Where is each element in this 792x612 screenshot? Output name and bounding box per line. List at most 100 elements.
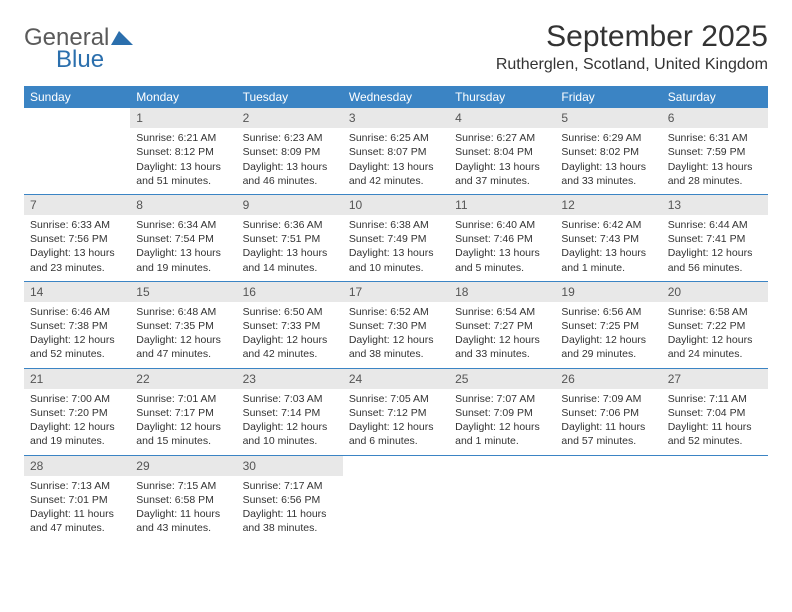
month-title: September 2025 <box>496 20 768 54</box>
daylight-text: and 1 minute. <box>561 261 655 275</box>
sunset-text: Sunset: 7:41 PM <box>668 232 762 246</box>
daylight-text: and 37 minutes. <box>455 174 549 188</box>
calendar-week-row: 21Sunrise: 7:00 AMSunset: 7:20 PMDayligh… <box>24 368 768 455</box>
logo: General Blue <box>24 20 133 74</box>
day-number: 10 <box>343 195 449 215</box>
sunset-text: Sunset: 7:09 PM <box>455 406 549 420</box>
daylight-text: and 52 minutes. <box>668 434 762 448</box>
calendar-day-cell: 1Sunrise: 6:21 AMSunset: 8:12 PMDaylight… <box>130 108 236 194</box>
page-header: General Blue September 2025 Rutherglen, … <box>24 20 768 74</box>
sunset-text: Sunset: 7:38 PM <box>30 319 124 333</box>
sunrise-text: Sunrise: 6:38 AM <box>349 218 443 232</box>
day-number: 23 <box>237 369 343 389</box>
sunset-text: Sunset: 8:04 PM <box>455 145 549 159</box>
daylight-text: Daylight: 13 hours <box>243 246 337 260</box>
day-number: 8 <box>130 195 236 215</box>
weekday-header: Wednesday <box>343 86 449 108</box>
daylight-text: and 6 minutes. <box>349 434 443 448</box>
daylight-text: Daylight: 12 hours <box>243 420 337 434</box>
daylight-text: and 19 minutes. <box>30 434 124 448</box>
daylight-text: Daylight: 11 hours <box>243 507 337 521</box>
sunrise-text: Sunrise: 6:44 AM <box>668 218 762 232</box>
sunrise-text: Sunrise: 7:05 AM <box>349 392 443 406</box>
calendar-day-cell: 29Sunrise: 7:15 AMSunset: 6:58 PMDayligh… <box>130 455 236 541</box>
sunrise-text: Sunrise: 6:46 AM <box>30 305 124 319</box>
calendar-day-cell: 27Sunrise: 7:11 AMSunset: 7:04 PMDayligh… <box>662 368 768 455</box>
daylight-text: Daylight: 13 hours <box>455 246 549 260</box>
calendar-day-cell: 7Sunrise: 6:33 AMSunset: 7:56 PMDaylight… <box>24 194 130 281</box>
daylight-text: and 5 minutes. <box>455 261 549 275</box>
daylight-text: and 15 minutes. <box>136 434 230 448</box>
daylight-text: and 57 minutes. <box>561 434 655 448</box>
daylight-text: Daylight: 12 hours <box>243 333 337 347</box>
sunrise-text: Sunrise: 6:58 AM <box>668 305 762 319</box>
day-number: 5 <box>555 108 661 128</box>
daylight-text: and 56 minutes. <box>668 261 762 275</box>
sunrise-text: Sunrise: 6:56 AM <box>561 305 655 319</box>
daylight-text: Daylight: 13 hours <box>243 160 337 174</box>
calendar-day-cell: 14 Sunrise: 6:46 AMSunset: 7:38 PMDayligh… <box>24 281 130 368</box>
sunset-text: Sunset: 7:12 PM <box>349 406 443 420</box>
calendar-day-cell <box>449 455 555 541</box>
day-number: 29 <box>130 456 236 476</box>
daylight-text: Daylight: 13 hours <box>561 246 655 260</box>
daylight-text: and 46 minutes. <box>243 174 337 188</box>
day-number: 13 <box>662 195 768 215</box>
calendar-week-row: 28Sunrise: 7:13 AMSunset: 7:01 PMDayligh… <box>24 455 768 541</box>
daylight-text: and 10 minutes. <box>349 261 443 275</box>
daylight-text: Daylight: 11 hours <box>668 420 762 434</box>
daylight-text: and 47 minutes. <box>30 521 124 535</box>
weekday-header-row: Sunday Monday Tuesday Wednesday Thursday… <box>24 86 768 108</box>
weekday-header: Saturday <box>662 86 768 108</box>
calendar-day-cell: 8Sunrise: 6:34 AMSunset: 7:54 PMDaylight… <box>130 194 236 281</box>
sunset-text: Sunset: 7:30 PM <box>349 319 443 333</box>
daylight-text: Daylight: 12 hours <box>349 420 443 434</box>
daylight-text: Daylight: 13 hours <box>136 160 230 174</box>
daylight-text: and 38 minutes. <box>349 347 443 361</box>
weekday-header: Monday <box>130 86 236 108</box>
calendar-day-cell: 9Sunrise: 6:36 AMSunset: 7:51 PMDaylight… <box>237 194 343 281</box>
sunrise-text: Sunrise: 7:00 AM <box>30 392 124 406</box>
daylight-text: and 14 minutes. <box>243 261 337 275</box>
sunrise-text: Sunrise: 6:23 AM <box>243 131 337 145</box>
weekday-header: Friday <box>555 86 661 108</box>
day-number: 22 <box>130 369 236 389</box>
daylight-text: and 38 minutes. <box>243 521 337 535</box>
day-number: 15 <box>130 282 236 302</box>
daylight-text: and 28 minutes. <box>668 174 762 188</box>
calendar-week-row: 14Sunrise: 6:46 AMSunset: 7:38 PMDayligh… <box>24 281 768 368</box>
calendar-week-row: 1Sunrise: 6:21 AMSunset: 8:12 PMDaylight… <box>24 108 768 194</box>
sunrise-text: Sunrise: 7:11 AM <box>668 392 762 406</box>
calendar-day-cell: 17Sunrise: 6:52 AMSunset: 7:30 PMDayligh… <box>343 281 449 368</box>
sunrise-text: Sunrise: 6:48 AM <box>136 305 230 319</box>
calendar-day-cell: 26Sunrise: 7:09 AMSunset: 7:06 PMDayligh… <box>555 368 661 455</box>
calendar-day-cell: 16Sunrise: 6:50 AMSunset: 7:33 PMDayligh… <box>237 281 343 368</box>
daylight-text: and 33 minutes. <box>561 174 655 188</box>
day-number: 16 <box>237 282 343 302</box>
daylight-text: and 29 minutes. <box>561 347 655 361</box>
sunrise-text: Sunrise: 6:54 AM <box>455 305 549 319</box>
calendar-day-cell: 20Sunrise: 6:58 AMSunset: 7:22 PMDayligh… <box>662 281 768 368</box>
weekday-header: Thursday <box>449 86 555 108</box>
day-number: 18 <box>449 282 555 302</box>
day-number: 3 <box>343 108 449 128</box>
day-number: 9 <box>237 195 343 215</box>
sunset-text: Sunset: 7:54 PM <box>136 232 230 246</box>
sunset-text: Sunset: 7:27 PM <box>455 319 549 333</box>
daylight-text: and 23 minutes. <box>30 261 124 275</box>
day-number: 6 <box>662 108 768 128</box>
sunrise-text: Sunrise: 7:07 AM <box>455 392 549 406</box>
daylight-text: Daylight: 12 hours <box>668 333 762 347</box>
daylight-text: and 47 minutes. <box>136 347 230 361</box>
sunrise-text: Sunrise: 7:13 AM <box>30 479 124 493</box>
sunrise-text: Sunrise: 6:21 AM <box>136 131 230 145</box>
daylight-text: Daylight: 12 hours <box>30 333 124 347</box>
daylight-text: Daylight: 12 hours <box>668 246 762 260</box>
sunset-text: Sunset: 7:22 PM <box>668 319 762 333</box>
weekday-header: Tuesday <box>237 86 343 108</box>
day-number: 19 <box>555 282 661 302</box>
sunrise-text: Sunrise: 7:01 AM <box>136 392 230 406</box>
day-number: 14 <box>24 282 130 302</box>
daylight-text: Daylight: 11 hours <box>561 420 655 434</box>
calendar-day-cell: 10Sunrise: 6:38 AMSunset: 7:49 PMDayligh… <box>343 194 449 281</box>
